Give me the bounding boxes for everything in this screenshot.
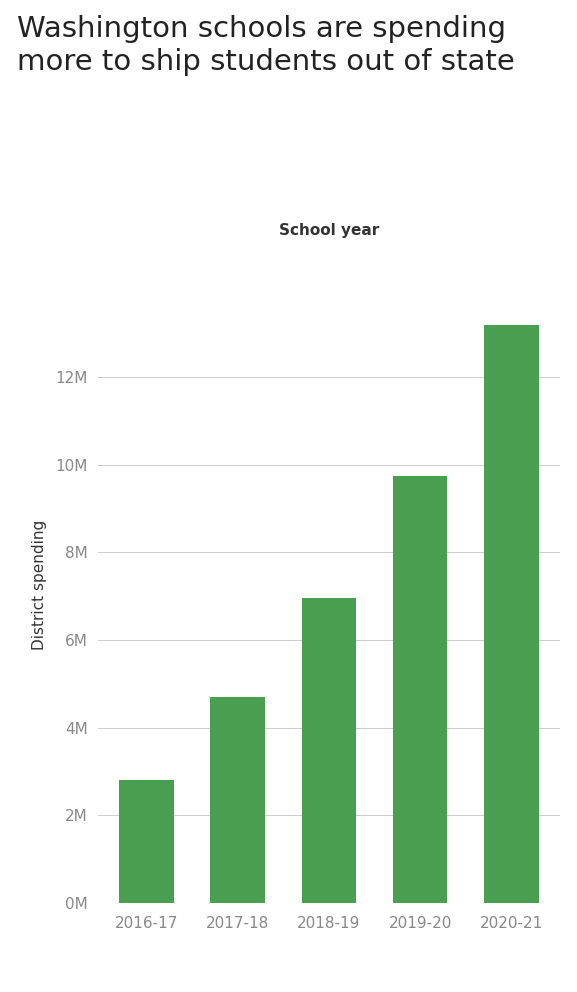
Text: School year: School year: [279, 223, 379, 238]
Bar: [484, 324, 539, 903]
Y-axis label: District spending: District spending: [32, 520, 47, 651]
Bar: [119, 780, 174, 903]
Bar: [210, 697, 265, 903]
Text: Washington schools are spending: Washington schools are spending: [17, 15, 506, 43]
Bar: [302, 598, 356, 903]
Bar: [393, 476, 448, 903]
Text: more to ship students out of state: more to ship students out of state: [17, 48, 515, 75]
